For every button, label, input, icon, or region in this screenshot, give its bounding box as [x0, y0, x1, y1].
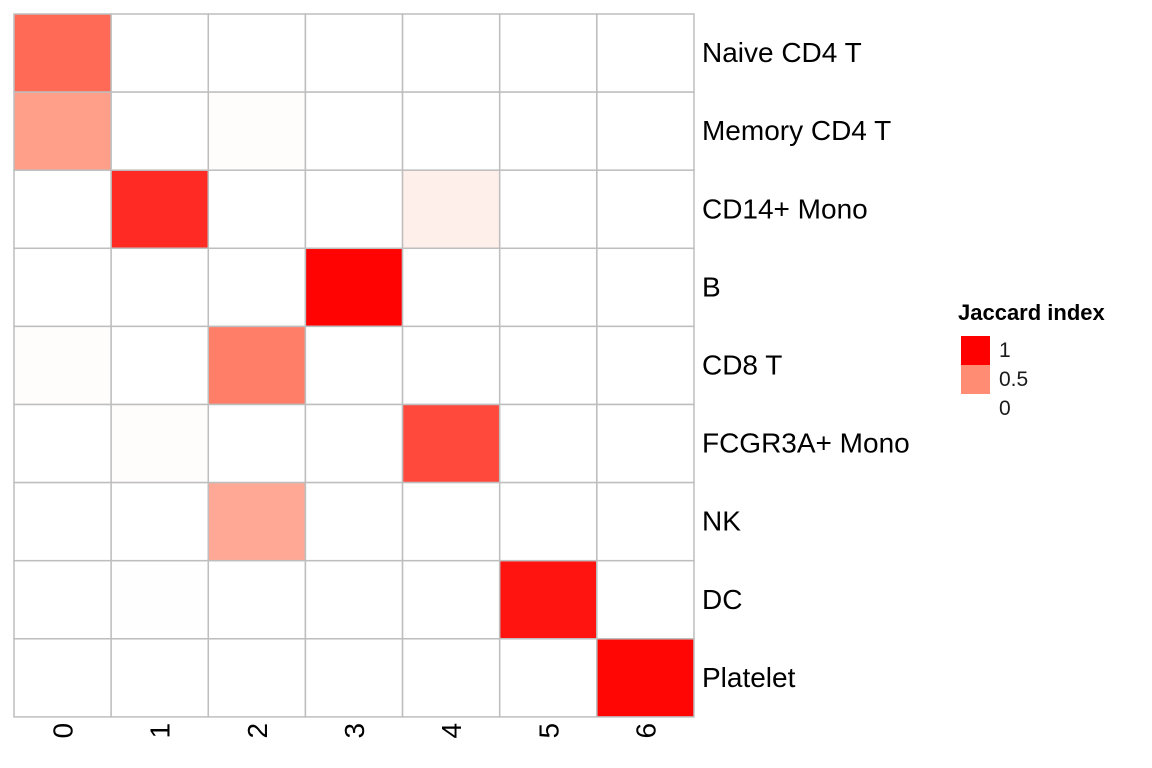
- heatmap-cell: [498, 481, 598, 562]
- heatmap-cell: [110, 247, 210, 328]
- row-label: CD14+ Mono: [702, 193, 868, 224]
- heatmap-cell: [498, 638, 598, 718]
- heatmap-cell: [207, 559, 307, 640]
- heatmap-cell: [498, 325, 598, 406]
- heatmap-cell: [401, 403, 501, 484]
- heatmap-cell: [304, 403, 404, 484]
- legend-label-low: 0: [999, 397, 1011, 420]
- heatmap-cell: [401, 91, 501, 171]
- heatmap-cell: [304, 559, 404, 640]
- row-label: DC: [702, 584, 742, 615]
- heatmap-cell: [304, 91, 404, 171]
- heatmap-cell: [498, 169, 598, 250]
- column-label: 5: [533, 723, 564, 739]
- heatmap-cell: [207, 481, 307, 562]
- heatmap-cell: [596, 403, 695, 484]
- legend-title: Jaccard index: [958, 300, 1105, 325]
- heatmap-cell: [401, 559, 501, 640]
- heatmap-cell: [596, 559, 695, 640]
- heatmap-cell: [498, 13, 598, 93]
- heatmap-cell: [596, 13, 695, 93]
- heatmap-cell: [13, 559, 112, 640]
- heatmap-cell: [13, 638, 112, 718]
- heatmap-cell: [498, 247, 598, 328]
- heatmap-cell: [498, 559, 598, 640]
- column-label: 1: [145, 723, 176, 739]
- row-label: CD8 T: [702, 349, 782, 380]
- legend-item: 0.5: [958, 365, 1105, 394]
- row-label: NK: [702, 506, 741, 537]
- heatmap-cell: [304, 169, 404, 250]
- heatmap-cell: [596, 169, 695, 250]
- heatmap-cell: [596, 481, 695, 562]
- column-label: 4: [436, 723, 467, 739]
- legend-swatch-high: [961, 336, 990, 365]
- heatmap-cell: [596, 638, 695, 718]
- column-label: 3: [339, 723, 370, 739]
- heatmap-cell: [596, 91, 695, 171]
- heatmap-cell: [110, 638, 210, 718]
- heatmap-cell: [110, 403, 210, 484]
- heatmap-cell: [304, 481, 404, 562]
- heatmap-cell: [401, 169, 501, 250]
- heatmap-cell: [401, 481, 501, 562]
- column-label: 6: [630, 723, 661, 739]
- heatmap-cell: [304, 325, 404, 406]
- row-label: Platelet: [702, 662, 796, 693]
- heatmap-cell: [207, 325, 307, 406]
- legend: Jaccard index 1 0.5 0: [958, 300, 1105, 423]
- heatmap-cell: [207, 91, 307, 171]
- legend-label-mid: 0.5: [999, 368, 1029, 391]
- row-label: FCGR3A+ Mono: [702, 428, 910, 459]
- column-labels: 0 1 2 3 4 5 6: [48, 723, 662, 739]
- column-label: 2: [242, 723, 273, 739]
- heatmap-cell: [110, 325, 210, 406]
- heatmap-cell: [207, 638, 307, 718]
- heatmap-cell: [304, 638, 404, 718]
- column-label: 0: [48, 723, 79, 739]
- heatmap-cell: [401, 247, 501, 328]
- heatmap-cell: [498, 91, 598, 171]
- legend-item: 0: [958, 394, 1105, 423]
- heatmap-cell: [207, 169, 307, 250]
- legend-label-high: 1: [999, 339, 1011, 362]
- heatmap-cell: [13, 403, 112, 484]
- heatmap-cell: [110, 13, 210, 93]
- heatmap-cells: [13, 13, 695, 718]
- heatmap-cell: [13, 169, 112, 250]
- heatmap-cell: [13, 13, 112, 93]
- row-labels: Naive CD4 T Memory CD4 T CD14+ Mono B CD8 T F…: [702, 37, 910, 693]
- heatmap-cell: [401, 13, 501, 93]
- heatmap-cell: [304, 247, 404, 328]
- legend-item: 1: [958, 336, 1105, 365]
- heatmap-cell: [596, 325, 695, 406]
- row-label: Naive CD4 T: [702, 37, 862, 68]
- heatmap-cell: [13, 481, 112, 562]
- legend-swatch-mid: [961, 365, 990, 394]
- heatmap-cell: [207, 247, 307, 328]
- heatmap-cell: [13, 247, 112, 328]
- heatmap-cell: [401, 638, 501, 718]
- legend-swatch-low: [961, 394, 990, 423]
- row-label: Memory CD4 T: [702, 115, 891, 146]
- row-label: B: [702, 271, 721, 302]
- heatmap-cell: [110, 91, 210, 171]
- heatmap-cell: [596, 247, 695, 328]
- heatmap-cell: [110, 169, 210, 250]
- heatmap-cell: [498, 403, 598, 484]
- heatmap-cell: [207, 13, 307, 93]
- heatmap-cell: [207, 403, 307, 484]
- heatmap-cell: [13, 325, 112, 406]
- heatmap-cell: [304, 13, 404, 93]
- heatmap-cell: [13, 91, 112, 171]
- heatmap-cell: [110, 559, 210, 640]
- heatmap-cell: [110, 481, 210, 562]
- heatmap-cell: [401, 325, 501, 406]
